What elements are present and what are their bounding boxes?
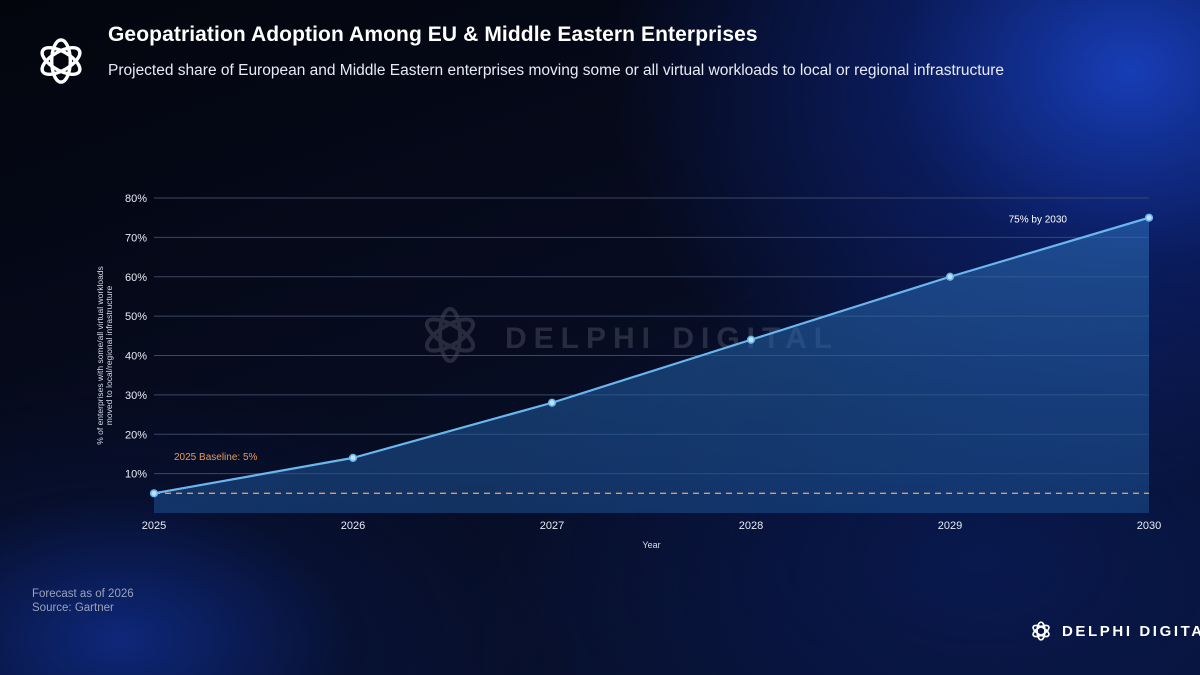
baseline-label: 2025 Baseline: 5% xyxy=(174,452,258,463)
y-tick-label: 60% xyxy=(125,272,147,284)
x-tick-label: 2027 xyxy=(540,520,564,532)
y-tick-label: 50% xyxy=(125,311,147,323)
x-tick-label: 2028 xyxy=(739,520,763,532)
data-point-2026 xyxy=(348,453,358,462)
y-tick-label: 10% xyxy=(125,469,147,481)
data-point-2029 xyxy=(945,272,955,281)
page-title: Geopatriation Adoption Among EU & Middle… xyxy=(108,23,758,46)
forecast-note: Forecast as of 2026 xyxy=(32,588,134,600)
data-point-2025 xyxy=(149,489,159,498)
delphi-digital-logo-icon xyxy=(40,38,82,84)
y-tick-label: 40% xyxy=(125,351,147,363)
page-subtitle: Projected share of European and Middle E… xyxy=(108,62,1005,79)
series-area xyxy=(154,217,1149,513)
y-axis-title-line: moved to local/regional infrastructure xyxy=(104,286,114,426)
brand-name: DELPHI DIGITAL xyxy=(1062,622,1200,640)
area-layer xyxy=(154,217,1149,513)
delphi-digital-logo-small-icon xyxy=(1032,621,1050,641)
y-tick-label: 70% xyxy=(125,232,147,244)
x-tick-label: 2025 xyxy=(142,520,166,532)
y-axis-title-line: % of enterprises with some/all virtual w… xyxy=(95,266,105,445)
x-axis-title: Year xyxy=(642,540,660,550)
footnote: Forecast as of 2026 Source: Gartner xyxy=(32,587,134,615)
annotation-label: 75% by 2030 xyxy=(1009,215,1068,226)
series-line xyxy=(153,216,1150,495)
y-tick-label: 20% xyxy=(125,429,147,441)
labels-layer: 10% 20% 30% 40% 50% 60% 70% 80% 2025 2026 2027 2028… xyxy=(95,193,1161,550)
data-point-2030 xyxy=(1144,213,1154,222)
marks-layer xyxy=(149,213,1154,498)
data-point-2028 xyxy=(746,335,756,344)
x-tick-label: 2026 xyxy=(341,520,365,532)
brand-mark: DELPHI DIGITAL xyxy=(1028,618,1200,644)
source-note: Source: Gartner xyxy=(32,602,114,614)
y-tick-label: 30% xyxy=(125,390,147,402)
x-tick-label: 2029 xyxy=(938,520,962,532)
x-tick-label: 2030 xyxy=(1137,520,1161,532)
data-point-2027 xyxy=(547,398,557,407)
y-tick-label: 80% xyxy=(125,193,147,205)
